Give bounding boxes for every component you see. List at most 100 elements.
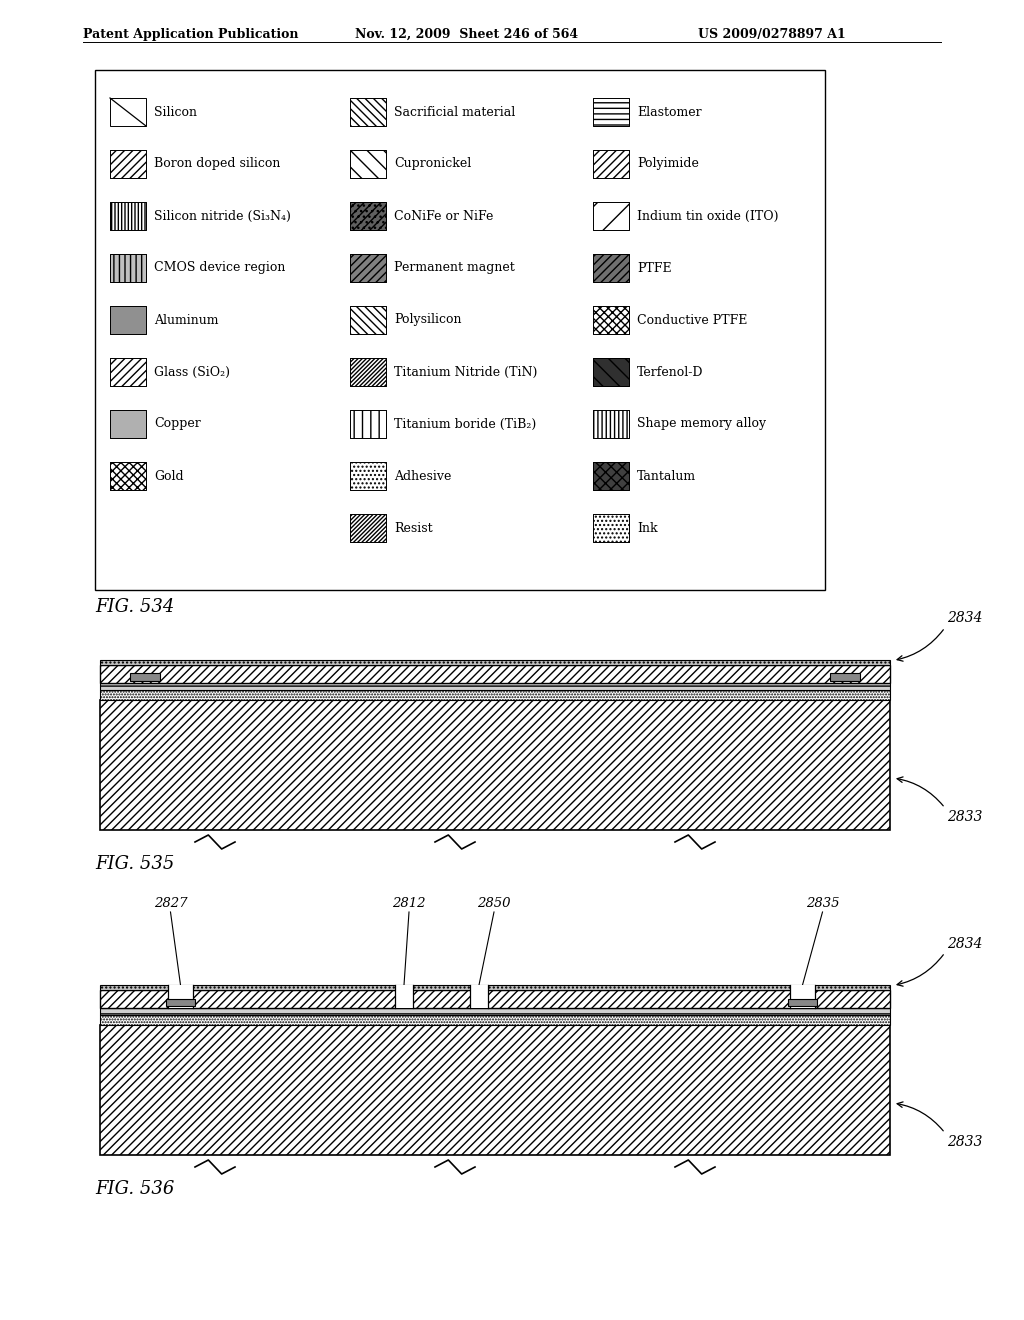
Bar [110, 150, 146, 178]
Bar [593, 358, 629, 385]
Bar [110, 306, 146, 334]
Bar [350, 462, 386, 490]
Bar [166, 999, 195, 1006]
Text: CMOS device region: CMOS device region [154, 261, 286, 275]
Text: Polysilicon: Polysilicon [394, 314, 462, 326]
Bar [470, 985, 488, 1008]
Bar [100, 985, 890, 990]
Text: Silicon nitride (Si₃N₄): Silicon nitride (Si₃N₄) [154, 210, 291, 223]
Text: Boron doped silicon: Boron doped silicon [154, 157, 281, 170]
Text: Copper: Copper [154, 417, 201, 430]
Bar [593, 358, 629, 385]
Text: 2850: 2850 [477, 898, 511, 909]
Text: Elastomer: Elastomer [637, 106, 701, 119]
Bar [350, 358, 386, 385]
Text: Ink: Ink [637, 521, 657, 535]
Bar [168, 985, 193, 1008]
Bar [110, 306, 146, 334]
Text: Shape memory alloy: Shape memory alloy [637, 417, 766, 430]
Bar [100, 660, 890, 665]
Bar [100, 1008, 890, 1015]
Bar [593, 306, 629, 334]
Bar [110, 462, 146, 490]
Bar [593, 98, 629, 125]
Bar [593, 253, 629, 282]
Text: 2834: 2834 [947, 611, 982, 626]
Text: Glass (SiO₂): Glass (SiO₂) [154, 366, 230, 379]
Bar [100, 690, 890, 700]
Text: Indium tin oxide (ITO): Indium tin oxide (ITO) [637, 210, 778, 223]
Text: Tantalum: Tantalum [637, 470, 696, 483]
Bar [593, 150, 629, 178]
Bar [110, 411, 146, 438]
Text: FIG. 534: FIG. 534 [95, 598, 174, 616]
Bar [100, 682, 890, 690]
Text: Patent Application Publication: Patent Application Publication [83, 28, 299, 41]
Bar [350, 411, 386, 438]
Bar [593, 202, 629, 230]
Bar [593, 253, 629, 282]
Bar [593, 513, 629, 543]
Text: 2833: 2833 [947, 810, 982, 824]
Bar [350, 411, 386, 438]
Bar [110, 253, 146, 282]
Bar [350, 306, 386, 334]
Bar [110, 202, 146, 230]
Bar [790, 985, 815, 1008]
Bar [110, 411, 146, 438]
Bar [350, 513, 386, 543]
Text: 2833: 2833 [947, 1135, 982, 1148]
Text: Adhesive: Adhesive [394, 470, 452, 483]
Bar [100, 1026, 890, 1155]
Text: Titanium Nitride (TiN): Titanium Nitride (TiN) [394, 366, 538, 379]
Text: Resist: Resist [394, 521, 432, 535]
Bar [350, 150, 386, 178]
Bar [100, 700, 890, 830]
Bar [350, 513, 386, 543]
Bar [350, 358, 386, 385]
Bar [788, 999, 817, 1006]
Bar [100, 665, 890, 682]
Text: 2827: 2827 [154, 898, 187, 909]
Text: PTFE: PTFE [637, 261, 672, 275]
Text: FIG. 536: FIG. 536 [95, 1180, 174, 1199]
Bar [110, 98, 146, 125]
Bar [350, 150, 386, 178]
Bar [100, 1015, 890, 1026]
Bar [830, 673, 860, 681]
Text: Terfenol-D: Terfenol-D [637, 366, 703, 379]
Bar [110, 253, 146, 282]
Text: Sacrificial material: Sacrificial material [394, 106, 515, 119]
Bar [593, 150, 629, 178]
Bar [395, 985, 413, 1008]
Bar [593, 411, 629, 438]
Text: 2834: 2834 [947, 936, 982, 950]
Bar [130, 673, 160, 681]
Bar [593, 513, 629, 543]
Bar [350, 98, 386, 125]
Text: Cupronickel: Cupronickel [394, 157, 471, 170]
Bar [350, 306, 386, 334]
Text: Conductive PTFE: Conductive PTFE [637, 314, 748, 326]
Bar [100, 990, 890, 1008]
Text: Aluminum: Aluminum [154, 314, 218, 326]
Bar [350, 462, 386, 490]
Bar [110, 150, 146, 178]
Text: 2812: 2812 [392, 898, 426, 909]
Bar [110, 358, 146, 385]
Bar [593, 202, 629, 230]
Bar [593, 98, 629, 125]
Text: Gold: Gold [154, 470, 183, 483]
Text: Nov. 12, 2009  Sheet 246 of 564: Nov. 12, 2009 Sheet 246 of 564 [355, 28, 579, 41]
Text: US 2009/0278897 A1: US 2009/0278897 A1 [698, 28, 846, 41]
Bar [110, 358, 146, 385]
Text: 2835: 2835 [806, 898, 840, 909]
Bar [350, 98, 386, 125]
Bar [593, 462, 629, 490]
Text: Polyimide: Polyimide [637, 157, 698, 170]
Text: Silicon: Silicon [154, 106, 197, 119]
Bar [593, 306, 629, 334]
Text: Permanent magnet: Permanent magnet [394, 261, 515, 275]
Bar [350, 253, 386, 282]
Bar [350, 202, 386, 230]
